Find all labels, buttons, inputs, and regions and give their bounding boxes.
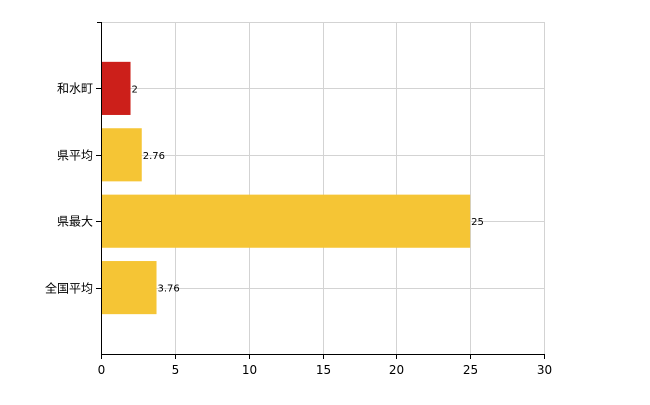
x-tick-label-5: 5 <box>172 363 180 377</box>
bar-4 <box>102 261 157 315</box>
data-label-3: 25 <box>471 217 484 228</box>
data-label-4: 3.76 <box>158 284 180 295</box>
x-tick-label-15: 15 <box>316 363 331 377</box>
x-tick-label-20: 20 <box>389 363 404 377</box>
bar-1 <box>102 61 131 115</box>
bar-3 <box>102 194 471 248</box>
data-label-2: 2.76 <box>143 151 165 162</box>
data-label-1: 2 <box>132 84 138 95</box>
x-tick-label-25: 25 <box>463 363 478 377</box>
category-label-4: 全国平均 <box>45 281 93 296</box>
x-tick-label-10: 10 <box>242 363 257 377</box>
category-label-1: 和水町 <box>57 82 93 96</box>
x-tick-label-30: 30 <box>537 363 552 377</box>
x-tick-label-0: 0 <box>98 363 106 377</box>
category-label-2: 県平均 <box>57 149 93 163</box>
bar-2 <box>102 128 142 182</box>
category-label-3: 県最大 <box>57 215 93 229</box>
